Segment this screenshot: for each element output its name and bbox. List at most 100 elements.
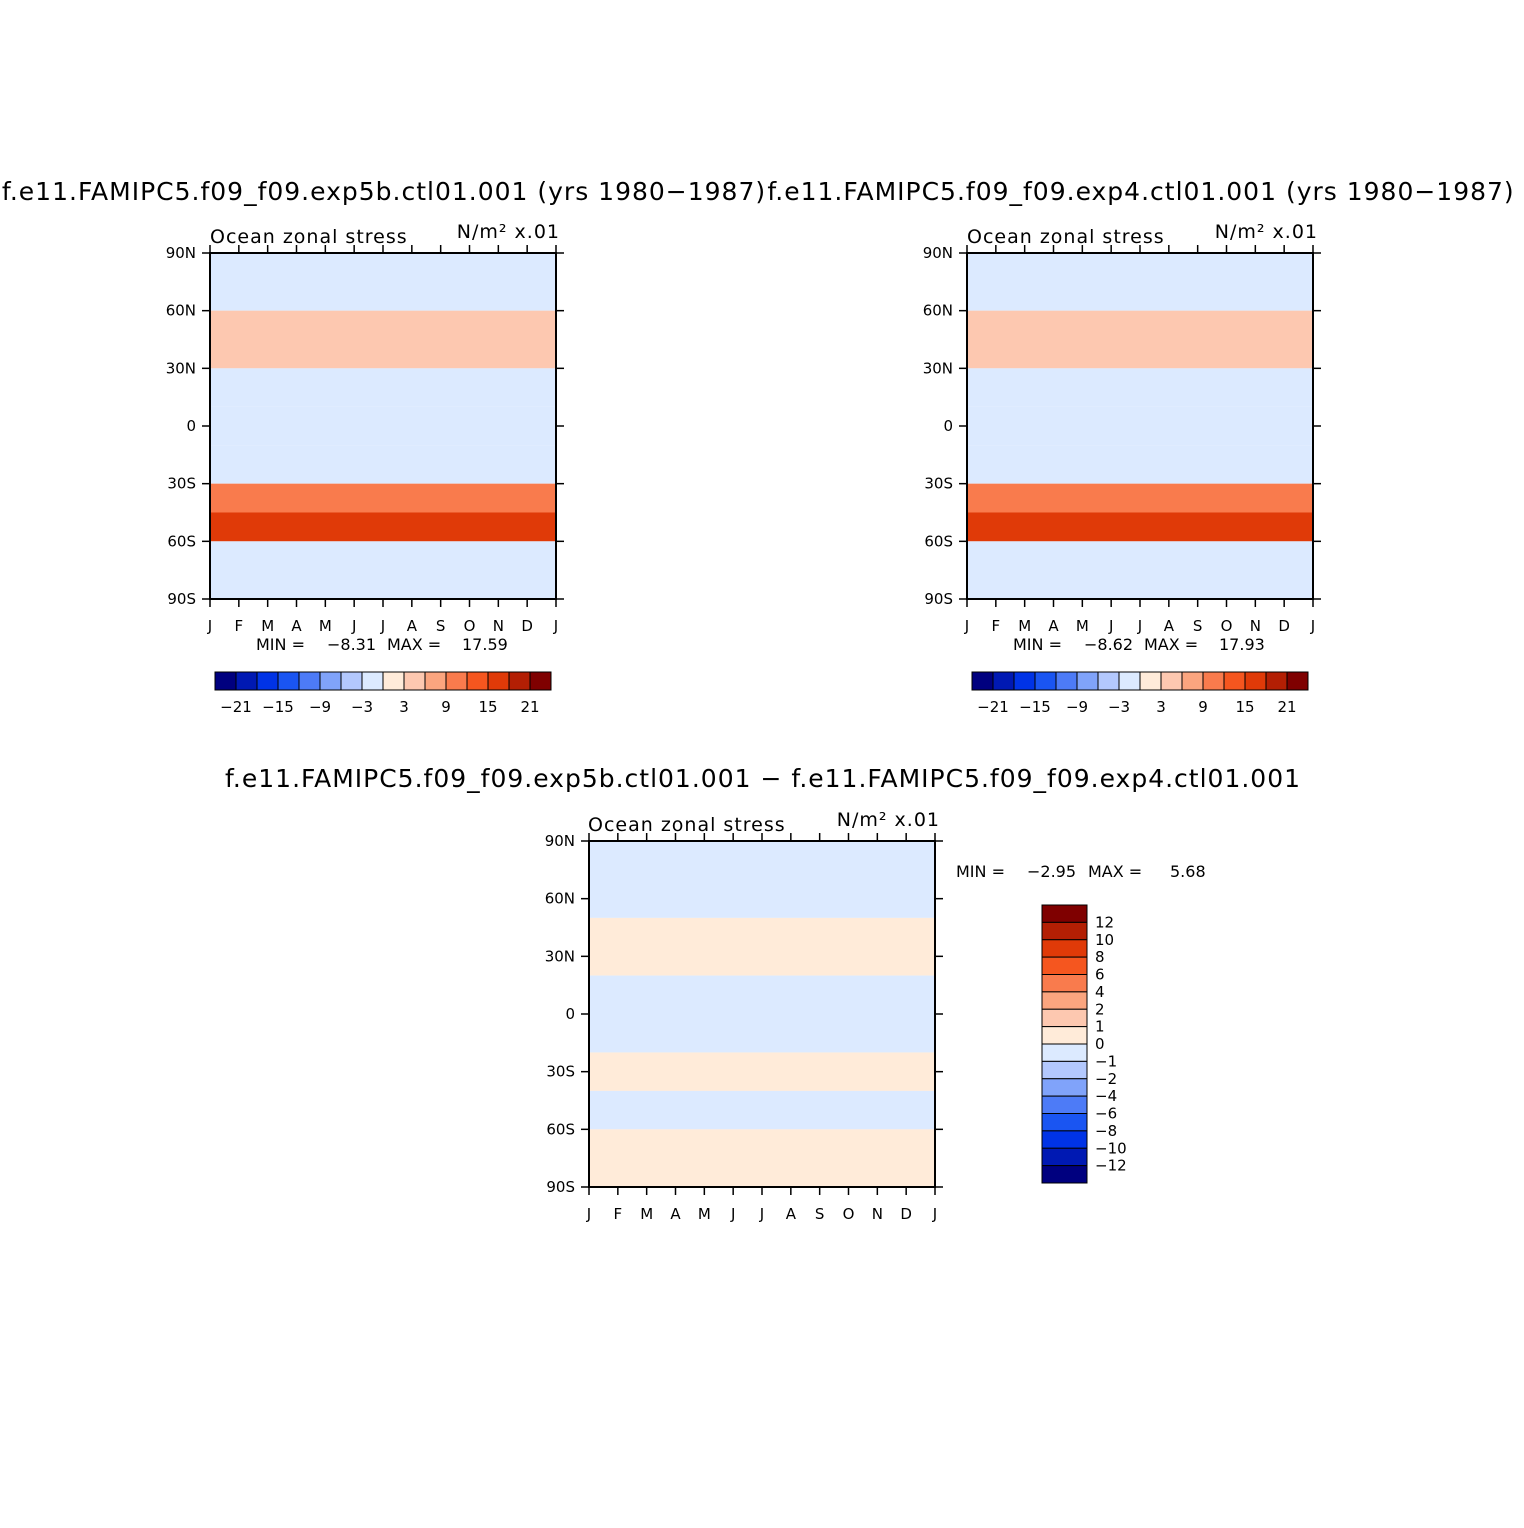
colorbar-label: −12 [1095, 1157, 1127, 1175]
x-tick-label: A [786, 1205, 797, 1223]
y-tick-label: 0 [565, 1005, 575, 1023]
x-tick-label: J [964, 617, 969, 635]
colorbar-label: −1 [1095, 1052, 1117, 1070]
colorbar: −21 −15 −9 −3 3 9 15 21 [214, 671, 552, 716]
x-tick-label: O [843, 1205, 855, 1223]
y-tick-label: 60N [923, 302, 953, 320]
min-label: MIN = [256, 635, 305, 654]
field-band-5 [589, 1129, 935, 1187]
colorbar-box [1160, 671, 1183, 691]
colorbar-label: 9 [1198, 698, 1208, 716]
y-tick-label: 90S [167, 590, 196, 608]
field-band-6 [210, 512, 556, 542]
colorbar-box [1055, 671, 1078, 691]
panel-difference: f.e11.FAMIPC5.f09_f09.exp5b.ctl01.001 − … [225, 764, 1300, 1223]
y-tick-label: 30N [545, 947, 575, 965]
y-tick-label: 60N [166, 302, 196, 320]
colorbar-box [1041, 1130, 1088, 1149]
colorbar: −21 −15 −9 −3 3 9 15 21 [971, 671, 1309, 716]
y-tick-label: 30S [546, 1063, 575, 1081]
colorbar-box [992, 671, 1015, 691]
x-tick-label: M [1076, 617, 1089, 635]
colorbar-box [1076, 671, 1099, 691]
colorbar-box [1139, 671, 1162, 691]
y-tick-label: 30S [924, 475, 953, 493]
field-band-2 [210, 368, 556, 407]
y-tick-label: 30S [167, 475, 196, 493]
colorbar-box [487, 671, 510, 691]
max-value: 5.68 [1170, 862, 1206, 881]
panel-exp4: f.e11.FAMIPC5.f09_f09.exp4.ctl01.001 (yr… [767, 177, 1513, 716]
colorbar-label: −3 [1108, 698, 1130, 716]
field-band-4 [210, 445, 556, 484]
x-tick-label: M [698, 1205, 711, 1223]
field-band-3 [210, 406, 556, 446]
field-band-6 [967, 512, 1313, 542]
x-tick-label: A [1048, 617, 1059, 635]
field-band-3 [967, 406, 1313, 446]
x-tick-label: F [992, 617, 1001, 635]
x-tick-label: A [670, 1205, 681, 1223]
field-band-2 [589, 975, 935, 1053]
colorbar-box [1041, 921, 1088, 941]
min-label: MIN = [1013, 635, 1062, 654]
colorbar-box [1041, 1078, 1088, 1097]
colorbar-label: 3 [1156, 698, 1166, 716]
colorbar-box [1013, 671, 1036, 691]
colorbar-box [1202, 671, 1225, 691]
x-tick-label: M [319, 617, 332, 635]
y-tick-label: 60S [924, 532, 953, 550]
y-tick-label: 0 [943, 417, 953, 435]
max-label: MAX = [1088, 862, 1142, 881]
x-tick-label: J [351, 617, 356, 635]
y-tick-label: 60S [167, 532, 196, 550]
field-band-1 [589, 917, 935, 976]
colorbar-label: 15 [478, 698, 497, 716]
colorbar-box [1041, 1008, 1088, 1028]
colorbar-box [1034, 671, 1057, 691]
min-value: −8.62 [1084, 635, 1133, 654]
colorbar-box [1041, 1113, 1088, 1132]
field-band-4 [589, 1090, 935, 1130]
colorbar-box [403, 671, 426, 691]
x-tick-label: J [759, 1205, 764, 1223]
field-band-1 [967, 310, 1313, 369]
x-tick-label: J [586, 1205, 591, 1223]
colorbar-box [1041, 974, 1088, 993]
field-band-5 [967, 483, 1313, 513]
x-tick-label: J [932, 1205, 937, 1223]
colorbar-label: 6 [1095, 966, 1105, 984]
y-tick-label: 30N [923, 359, 953, 377]
x-tick-label: J [1108, 617, 1113, 635]
colorbar-box [1041, 1060, 1088, 1080]
colorbar-box [382, 671, 405, 691]
variable-label: Ocean zonal stress [967, 226, 1165, 248]
variable-label: Ocean zonal stress [588, 814, 786, 836]
colorbar-label: −21 [220, 698, 252, 716]
y-tick-label: 60N [545, 890, 575, 908]
colorbar-box [1041, 1147, 1088, 1167]
colorbar-box [277, 671, 300, 691]
colorbar-label: −6 [1095, 1105, 1117, 1123]
units-label: N/m² x.01 [1215, 221, 1318, 243]
colorbar-box [1265, 671, 1288, 691]
colorbar-box [340, 671, 363, 691]
colorbar-label: −15 [262, 698, 294, 716]
colorbar-box [1286, 671, 1309, 691]
colorbar-label: 1 [1095, 1018, 1105, 1036]
x-tick-label: A [407, 617, 418, 635]
colorbar-label: 8 [1095, 948, 1105, 966]
colorbar-label: −21 [977, 698, 1009, 716]
colorbar-label: −8 [1095, 1122, 1117, 1140]
colorbar-box [1041, 939, 1088, 958]
x-tick-label: J [730, 1205, 735, 1223]
max-value: 17.59 [462, 635, 508, 654]
field-band-5 [210, 483, 556, 513]
colorbar-label: −15 [1019, 698, 1051, 716]
colorbar-box [1041, 1026, 1088, 1045]
colorbar-box [1041, 956, 1088, 975]
x-tick-label: N [872, 1205, 883, 1223]
colorbar-box [214, 671, 237, 691]
